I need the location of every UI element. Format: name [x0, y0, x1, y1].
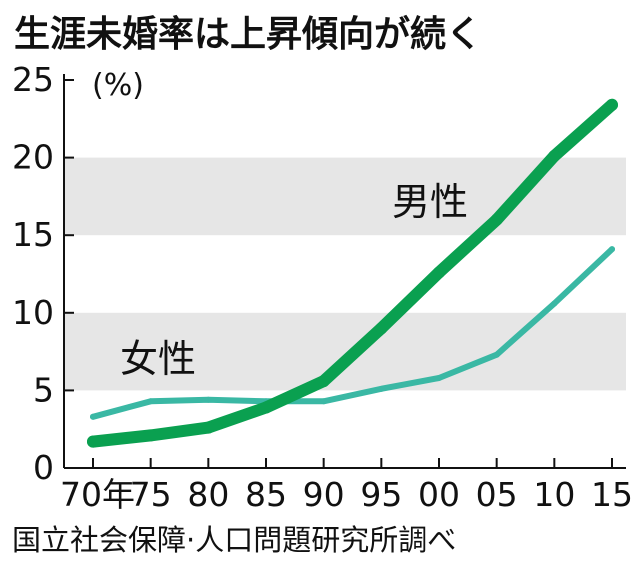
series-label-female: 女性 [120, 337, 196, 381]
y-tick-label-3: 15 [12, 215, 54, 254]
series-point-female-6 [436, 374, 442, 381]
series-lines [87, 98, 618, 448]
series-point-male-8 [548, 150, 561, 163]
x-tick-label-7: 05 [476, 475, 518, 514]
series-point-male-9 [606, 98, 618, 111]
series-point-male-7 [490, 213, 503, 226]
series-point-male-5 [375, 322, 388, 335]
source-note: 国立社会保障·人口問題研究所調べ [12, 523, 456, 557]
x-tick-label-8: 10 [533, 475, 575, 514]
series-point-female-8 [551, 300, 558, 307]
series-point-female-5 [378, 385, 385, 392]
series-point-female-7 [493, 351, 500, 358]
series-point-male-0 [87, 435, 99, 448]
unit-label: (%) [92, 68, 144, 103]
series-line-female [90, 246, 615, 420]
x-tick-label-6: 00 [418, 475, 460, 514]
series-point-female-2 [205, 396, 212, 403]
series-point-female-0 [90, 413, 96, 420]
x-tick-label-9: 15 [591, 475, 633, 514]
chart-title: 生涯未婚率は上昇傾向が続く [14, 14, 482, 55]
series-point-female-9 [609, 246, 615, 253]
series-line-male [87, 98, 618, 448]
x-tick-label-5: 95 [360, 475, 402, 514]
series-point-male-4 [317, 375, 330, 388]
y-tick-label-4: 20 [12, 138, 54, 177]
series-point-female-4 [320, 398, 327, 405]
y-tick-label-1: 5 [33, 370, 54, 409]
series-point-male-3 [260, 401, 272, 414]
y-tick-label-5: 25 [12, 60, 54, 99]
x-tick-label-4: 90 [303, 475, 345, 514]
x-tick-label-2: 80 [187, 475, 229, 514]
series-point-male-1 [144, 429, 157, 442]
x-tick-label-3: 85 [245, 475, 287, 514]
y-tick-label-2: 10 [12, 293, 54, 332]
axes [63, 74, 626, 469]
series-point-male-6 [433, 266, 445, 279]
y-tick-labels: 0 5 10 15 20 25 [12, 60, 54, 487]
series-point-male-2 [202, 421, 215, 434]
series-point-female-1 [147, 398, 154, 405]
x-tick-label-1: 75 [130, 475, 172, 514]
grid-band-1 [64, 157, 626, 236]
series-label-male: 男性 [392, 180, 468, 224]
y-tick-label-0: 0 [33, 448, 54, 487]
x-tick-label-0: 70年 [60, 475, 135, 514]
